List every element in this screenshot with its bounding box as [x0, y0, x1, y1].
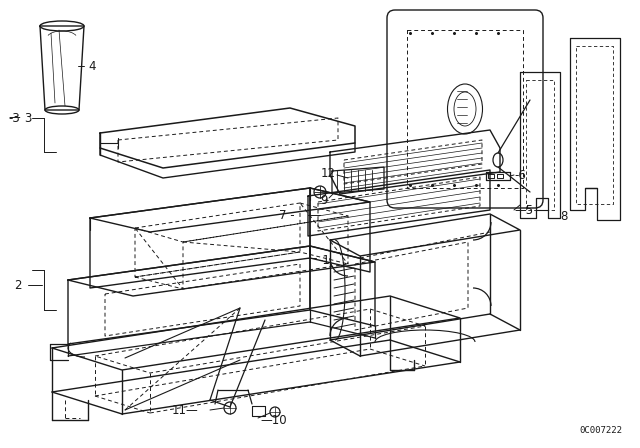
Text: 8: 8	[560, 210, 568, 223]
Text: -6: -6	[514, 168, 526, 181]
Text: 4: 4	[88, 60, 95, 73]
Text: -1: -1	[318, 254, 330, 267]
Text: 11—: 11—	[172, 404, 198, 417]
Text: 12: 12	[321, 167, 336, 180]
Text: 7 -: 7 -	[280, 208, 295, 221]
Text: 9: 9	[321, 194, 328, 207]
Text: —10: —10	[260, 414, 287, 426]
Text: —5: —5	[514, 203, 533, 216]
Text: -3: -3	[8, 112, 20, 125]
Text: —: —	[8, 112, 20, 125]
Text: 0C007222: 0C007222	[579, 426, 622, 435]
Text: 2: 2	[14, 279, 22, 292]
Text: 3: 3	[24, 112, 31, 125]
